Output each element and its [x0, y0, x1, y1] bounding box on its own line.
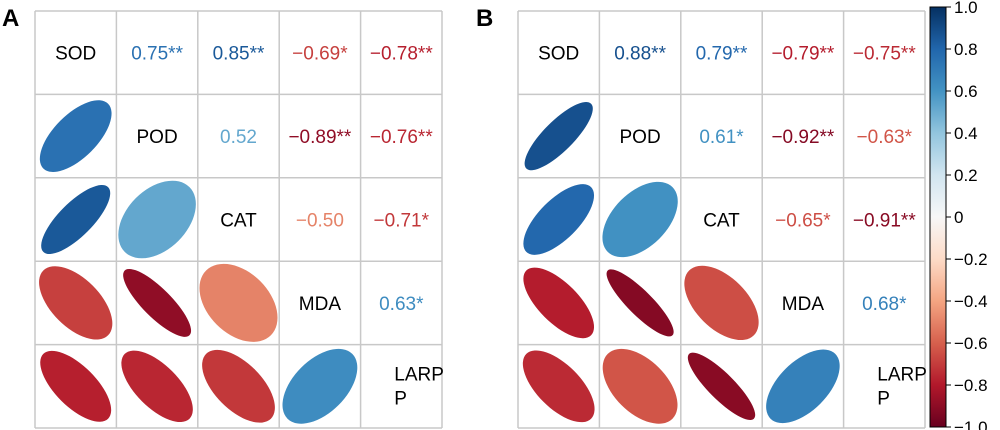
correlation-value: −0.69* — [292, 44, 348, 65]
colorbar-tick-label: −0.2 — [954, 250, 988, 269]
correlation-ellipse — [118, 180, 196, 259]
correlation-ellipse — [199, 263, 278, 342]
variable-label-line: MDA — [782, 294, 825, 315]
colorbar-tick-label: 0.4 — [954, 124, 978, 143]
correlation-ellipse — [41, 184, 111, 255]
correlation-ellipse — [766, 349, 840, 424]
correlation-value: 0.85** — [213, 44, 265, 65]
variable-label: POD — [620, 127, 661, 148]
colorbar-tick-label: 0.6 — [954, 82, 978, 101]
colorbar-tick-label: −1.0 — [954, 418, 988, 430]
colorbar-tick-label: −0.8 — [954, 376, 988, 395]
correlation-ellipse — [524, 102, 593, 171]
correlation-value: 0.68* — [862, 294, 907, 315]
colorbar-tick-label: 0.8 — [954, 40, 978, 59]
correlation-value: −0.50 — [296, 211, 344, 232]
correlation-ellipse — [39, 266, 113, 340]
variable-label: POD — [137, 127, 178, 148]
variable-label-line: POD — [137, 127, 178, 148]
panel-label: A — [2, 5, 19, 32]
panel-label: B — [476, 5, 493, 32]
correlation-ellipse — [687, 352, 756, 420]
correlation-value: 0.88** — [614, 44, 666, 65]
correlation-value: −0.89** — [288, 127, 351, 148]
correlation-ellipse — [523, 184, 595, 255]
correlation-ellipse — [202, 349, 275, 423]
correlation-value: −0.75** — [853, 44, 916, 65]
correlation-ellipse — [602, 181, 678, 258]
variable-label: LARP P — [394, 364, 444, 409]
correlation-value: −0.63* — [857, 127, 913, 148]
correlation-value: −0.78** — [370, 44, 433, 65]
correlation-ellipse — [123, 268, 192, 337]
correlation-value: −0.65* — [775, 211, 831, 232]
correlation-ellipse — [523, 267, 595, 339]
colorbar-tick-label: −0.6 — [954, 334, 988, 353]
correlation-ellipse — [39, 100, 112, 172]
correlation-ellipse — [602, 348, 678, 424]
variable-label-line: MDA — [299, 294, 342, 315]
correlation-value: 0.52 — [220, 127, 257, 148]
correlation-value: −0.76** — [370, 127, 433, 148]
variable-label: SOD — [55, 44, 96, 65]
correlation-panel-b: B SOD 0.88** 0.79** −0.79** −0.75** POD 0.61* −0… — [476, 5, 927, 429]
variable-label-line: SOD — [55, 44, 96, 65]
correlation-value: 0.63* — [379, 294, 424, 315]
variable-label: MDA — [299, 294, 342, 315]
correlation-value: 0.75** — [131, 44, 183, 65]
colorbar: 1.0 0.8 0.6 0.4 0.2 0 −0.2 −0.4 −0.6 −0.8 −1.0 — [929, 0, 988, 430]
correlation-ellipse — [522, 350, 595, 423]
colorbar-tick-label: 0.2 — [954, 166, 978, 185]
variable-label-line: SOD — [538, 44, 579, 65]
correlation-value: −0.79** — [771, 44, 834, 65]
variable-label: SOD — [538, 44, 579, 65]
correlation-ellipse — [121, 350, 193, 423]
variable-label-line: CAT — [703, 211, 740, 232]
variable-label-line: LARP — [394, 364, 444, 385]
correlation-value: −0.71* — [374, 211, 430, 232]
variable-label-line: LARP — [877, 364, 927, 385]
correlation-panel-a: A SOD 0.75** 0.85** −0.69* −0.78** POD 0.52 −0.8… — [2, 5, 444, 429]
correlation-ellipse — [282, 348, 358, 424]
variable-label-line: POD — [620, 127, 661, 148]
variable-label-line: CAT — [220, 211, 257, 232]
correlation-value: 0.79** — [696, 44, 748, 65]
variable-label: CAT — [703, 211, 740, 232]
variable-label-line: P — [394, 388, 407, 409]
variable-label: MDA — [782, 294, 825, 315]
correlation-ellipse — [40, 350, 112, 422]
correlation-value: −0.91** — [853, 211, 916, 232]
colorbar-tick-label: 0 — [954, 208, 963, 227]
colorbar-gradient — [929, 6, 947, 428]
variable-label-line: P — [877, 388, 890, 409]
correlation-value: −0.92** — [771, 127, 834, 148]
correlation-ellipse — [684, 265, 759, 341]
correlation-value: 0.61* — [699, 127, 744, 148]
correlation-ellipse — [606, 269, 674, 337]
variable-label: LARP P — [877, 364, 927, 409]
variable-label: CAT — [220, 211, 257, 232]
colorbar-tick-label: 1.0 — [954, 0, 978, 17]
colorbar-tick-label: −0.4 — [954, 292, 988, 311]
